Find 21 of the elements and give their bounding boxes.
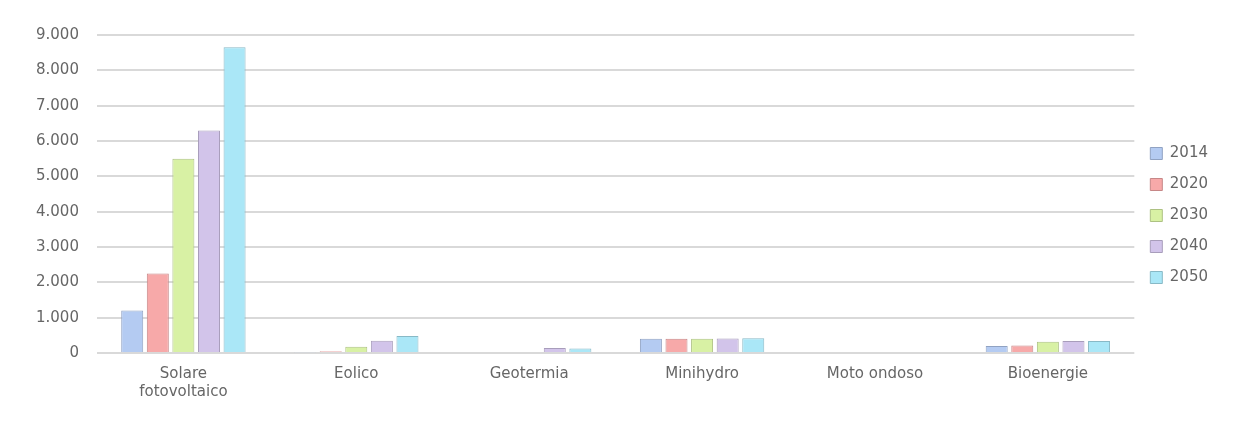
x-tick-label: Geotermia (489, 363, 569, 382)
legend-label: 2030 (1169, 205, 1209, 224)
y-tick-label: 3.000 (35, 236, 79, 255)
y-tick-label: 6.000 (35, 130, 79, 149)
y-tick-label: 5.000 (35, 166, 79, 185)
legend-label: 2040 (1169, 236, 1209, 255)
legend-label: 2050 (1169, 267, 1209, 286)
y-tick-label: 0 (69, 342, 79, 361)
legend-label: 2014 (1169, 143, 1209, 162)
y-tick-label: 9.000 (35, 24, 79, 43)
y-tick-label: 8.000 (35, 60, 79, 79)
x-tick-label: Bioenergie (1007, 363, 1089, 382)
x-tick-label: Eolico (334, 363, 379, 382)
y-tick-label: 1.000 (35, 307, 79, 326)
y-tick-label: 4.000 (35, 201, 79, 220)
y-tick-label: 2.000 (35, 272, 79, 291)
x-tick-label: Minihydro (665, 363, 739, 382)
y-tick-label: 7.000 (35, 95, 79, 114)
x-tick-label: Solare fotovoltaico (139, 363, 228, 400)
legend-label: 2020 (1169, 174, 1209, 193)
x-tick-label: Moto ondoso (826, 363, 924, 382)
